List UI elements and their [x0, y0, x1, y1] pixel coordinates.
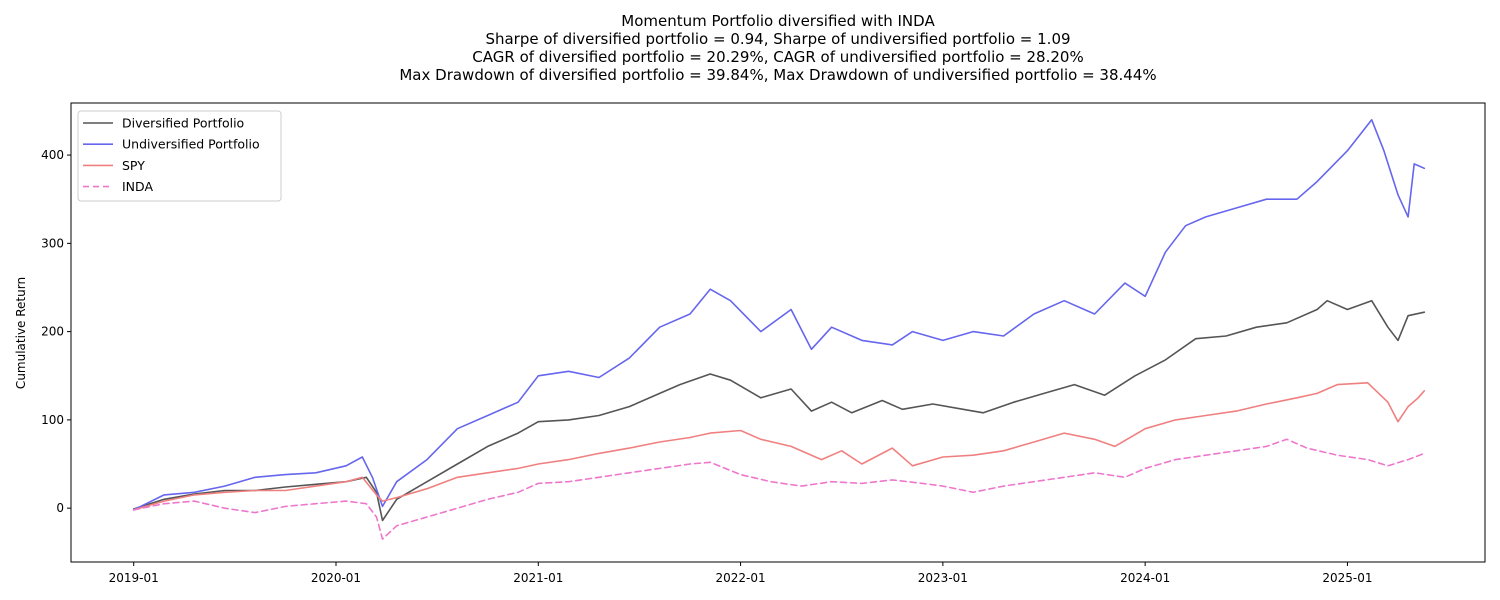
- legend-label-1: Undiversified Portfolio: [122, 137, 260, 152]
- y-tick-label: 0: [56, 501, 64, 515]
- y-axis-label: Cumulative Return: [14, 277, 28, 389]
- x-tick-label: 2019-01: [109, 571, 159, 585]
- series-line-0: [132, 299, 1426, 522]
- chart-title: Momentum Portfolio diversified with INDA…: [399, 12, 1156, 84]
- y-tick-label: 300: [41, 236, 64, 250]
- y-tick-label: 400: [41, 148, 64, 162]
- chart-subtitle-sharpe: Sharpe of diversified portfolio = 0.94, …: [485, 30, 1070, 48]
- series-layer: [132, 119, 1426, 540]
- chart-title-line: Momentum Portfolio diversified with INDA: [621, 12, 935, 30]
- legend-box: [77, 110, 282, 202]
- legend-label-3: INDA: [122, 179, 153, 194]
- chart-subtitle-drawdown: Max Drawdown of diversified portfolio = …: [399, 66, 1156, 84]
- chart-subtitle-cagr: CAGR of diversified portfolio = 20.29%, …: [472, 48, 1083, 66]
- x-tick-label: 2025-01: [1322, 571, 1372, 585]
- series-line-1: [132, 119, 1426, 511]
- legend-label-2: SPY: [122, 158, 145, 173]
- y-tick-label: 200: [41, 325, 64, 339]
- plot-area: [70, 102, 1486, 563]
- x-tick-label: 2024-01: [1120, 571, 1170, 585]
- legend-label-0: Diversified Portfolio: [122, 116, 244, 131]
- y-tick-label: 100: [41, 413, 64, 427]
- x-tick-label: 2020-01: [311, 571, 361, 585]
- series-line-2: [132, 382, 1426, 511]
- x-tick-label: 2023-01: [918, 571, 968, 585]
- legend: Diversified Portfolio Undiversified Portf…: [77, 110, 282, 202]
- x-tick-label: 2021-01: [513, 571, 563, 585]
- y-axis: 0 100 200 300 400: [41, 148, 71, 515]
- x-tick-label: 2022-01: [716, 571, 766, 585]
- x-axis: 2019-01 2020-01 2021-01 2022-01 2023-01 2024-…: [109, 562, 1373, 585]
- series-line-3: [132, 438, 1426, 540]
